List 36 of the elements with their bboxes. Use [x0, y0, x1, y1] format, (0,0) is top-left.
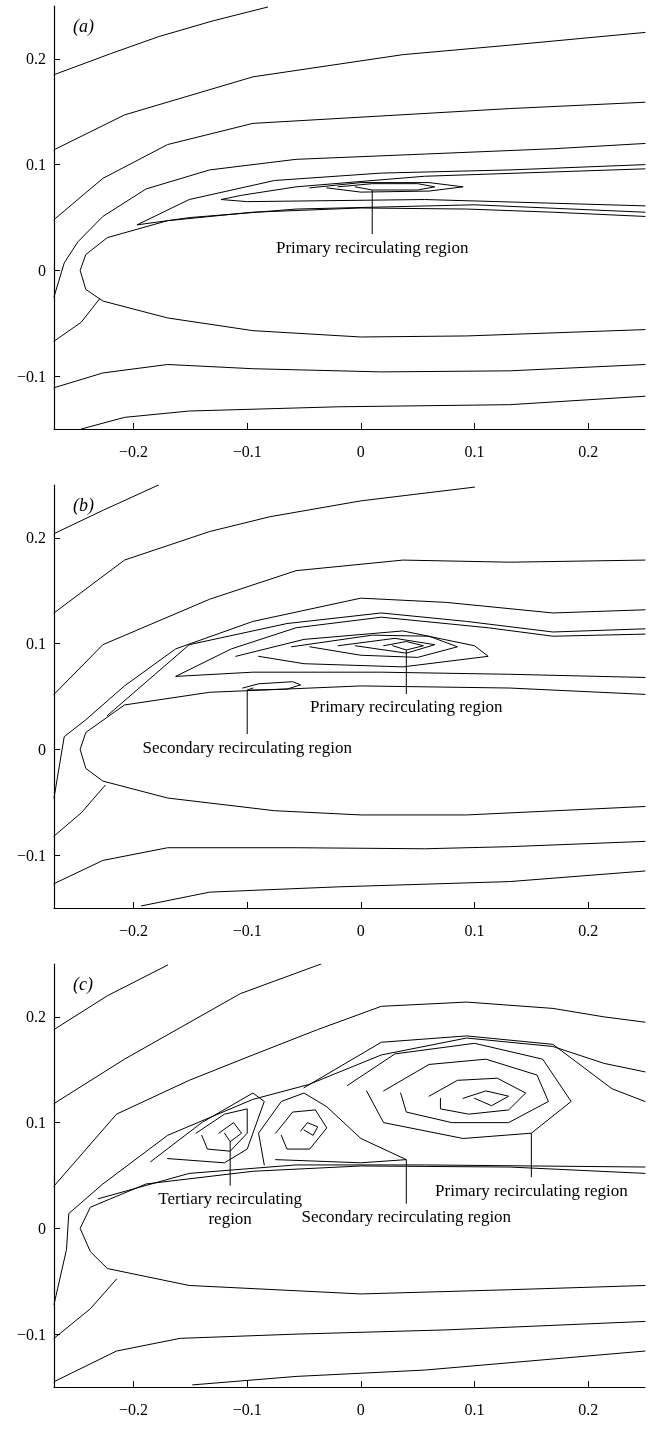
y-tick-label: 0 — [38, 1219, 46, 1237]
annotation: Tertiary recirculating region — [158, 1189, 303, 1229]
annotation: Primary recirculating region — [275, 237, 470, 257]
annotation: Secondary recirculating region — [301, 1207, 512, 1227]
x-tick-label: 0.2 — [578, 442, 599, 460]
x-tick-label: 0 — [356, 1400, 365, 1418]
x-tick-label: −0.2 — [119, 921, 149, 939]
text: (b) — [73, 495, 94, 516]
y-tick-label: −0.1 — [16, 846, 46, 864]
x-tick-label: −0.2 — [119, 442, 149, 460]
x-tick-label: −0.2 — [119, 1400, 149, 1418]
y-tick-label: 0 — [38, 261, 46, 279]
y-tick-label: 0.1 — [26, 1114, 46, 1132]
text: (c) — [73, 974, 93, 995]
x-tick-label: 0 — [356, 442, 365, 460]
x-tick-label: 0.1 — [464, 1400, 485, 1418]
y-tick-label: 0.2 — [26, 529, 46, 547]
x-tick-label: 0 — [356, 921, 365, 939]
x-tick-label: −0.1 — [232, 442, 262, 460]
x-tick-label: 0.2 — [578, 921, 599, 939]
text: (a) — [73, 16, 94, 37]
y-tick-label: 0 — [38, 740, 46, 758]
x-tick-label: 0.2 — [578, 1400, 599, 1418]
x-tick-label: 0.1 — [464, 921, 485, 939]
x-tick-label: −0.1 — [232, 921, 262, 939]
y-tick-label: −0.1 — [16, 1325, 46, 1343]
x-tick-label: 0.1 — [464, 442, 485, 460]
y-tick-label: 0.2 — [26, 50, 46, 68]
annotation: Primary recirculating region — [435, 1180, 629, 1200]
x-tick-label: −0.1 — [232, 1400, 262, 1418]
annotation: Secondary recirculating region — [142, 737, 353, 757]
y-tick-label: 0.2 — [26, 1008, 46, 1026]
annotation: Primary recirculating region — [310, 697, 504, 717]
y-tick-label: 0.1 — [26, 635, 46, 653]
y-tick-label: 0.1 — [26, 156, 46, 174]
y-tick-label: −0.1 — [16, 367, 46, 385]
